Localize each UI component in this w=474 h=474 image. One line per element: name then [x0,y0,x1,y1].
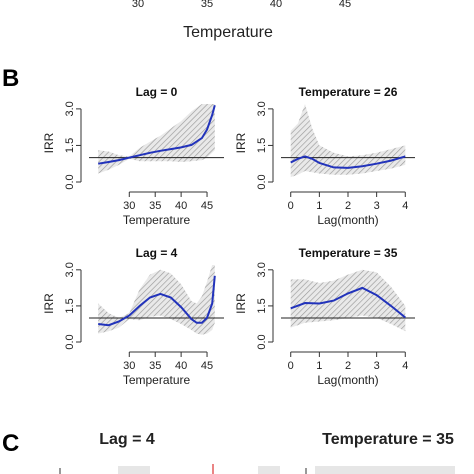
x-tick-label: 2 [345,360,351,372]
y-tick-label: 1.5 [256,298,268,313]
series-line [98,275,216,327]
y-axis-label: IRR [234,132,248,153]
x-tick-label: 35 [149,360,161,372]
x-axis-label: Temperature [123,213,191,227]
x-axis-label: Temperature [123,373,191,387]
x-tick-label: 0 [288,200,294,212]
x-tick-label: 35 [149,200,161,212]
series-line [98,104,216,165]
plot-panel-4: 0.0 1.5 3.0 IRR 0 1 2 3 4 Lag(month) Temperature =… [234,246,415,387]
x-axis-label: Lag(month) [317,213,378,227]
y-axis-label: IRR [42,293,56,314]
x-tick-label: 30 [123,360,135,372]
plot-title: Temperature = 35 [299,246,398,260]
top-tick-label: 40 [270,0,282,10]
confidence-band [290,269,406,332]
confidence-band [290,104,406,178]
x-axis-label: Lag(month) [317,373,378,387]
confidence-band [98,104,215,174]
top-tick-label: 45 [339,0,351,10]
x-tick-label: 4 [402,200,408,212]
x-tick-label: 40 [175,360,187,372]
panel-c-band-fragment [258,466,280,474]
y-tick-label: 3.0 [256,101,268,116]
x-tick-label: 40 [175,200,187,212]
plot-title: Temperature = 26 [299,85,398,99]
y-tick-label: 3.0 [64,262,76,277]
y-tick-label: 0.0 [64,174,76,189]
series-line [290,286,406,319]
y-axis-label: IRR [234,293,248,314]
panel-c-title-left: Lag = 4 [99,431,155,448]
y-tick-label: 1.5 [64,298,76,313]
y-tick-label: 1.5 [256,138,268,153]
x-tick-label: 1 [316,360,322,372]
x-tick-label: 3 [374,200,380,212]
y-axis-label: IRR [42,132,56,153]
x-tick-label: 45 [201,360,213,372]
panel-c-title-right: Temperature = 35 [322,431,454,448]
x-tick-label: 1 [316,200,322,212]
confidence-band [98,265,215,335]
x-tick-label: 3 [374,360,380,372]
x-tick-label: 45 [201,200,213,212]
plot-title: Lag = 0 [136,85,178,99]
top-tick-label: 35 [201,0,213,10]
x-tick-label: 2 [345,200,351,212]
panel-c-cropped-edge [59,464,455,474]
top-axis-label: Temperature [183,24,273,41]
panel-c-band-fragment [315,466,455,474]
y-tick-label: 1.5 [64,138,76,153]
x-tick-label: 30 [123,200,135,212]
x-tick-label: 4 [402,360,408,372]
top-tick-label: 30 [132,0,144,10]
panel-c-band-fragment [118,466,150,474]
series-line [290,155,406,169]
y-tick-label: 0.0 [256,174,268,189]
y-tick-label: 0.0 [256,334,268,349]
y-tick-label: 0.0 [64,334,76,349]
top-axis-continuation: 30 35 40 45 Temperature [132,0,351,41]
y-tick-label: 3.0 [256,262,268,277]
panel-c-label: C [2,430,19,457]
plot-panel-1: 0.0 1.5 3.0 IRR 30 35 40 45 Temperature Lag = 0 [42,85,224,227]
plot-panel-3: 0.0 1.5 3.0 IRR 30 35 40 45 Temperature Lag = 4 [42,246,224,387]
panel-b-label: B [2,65,19,92]
plot-title: Lag = 4 [136,246,178,260]
plot-panel-2: 0.0 1.5 3.0 IRR 0 1 2 3 4 Lag(month) Temperature =… [234,85,415,227]
x-tick-label: 0 [288,360,294,372]
y-tick-label: 3.0 [64,101,76,116]
